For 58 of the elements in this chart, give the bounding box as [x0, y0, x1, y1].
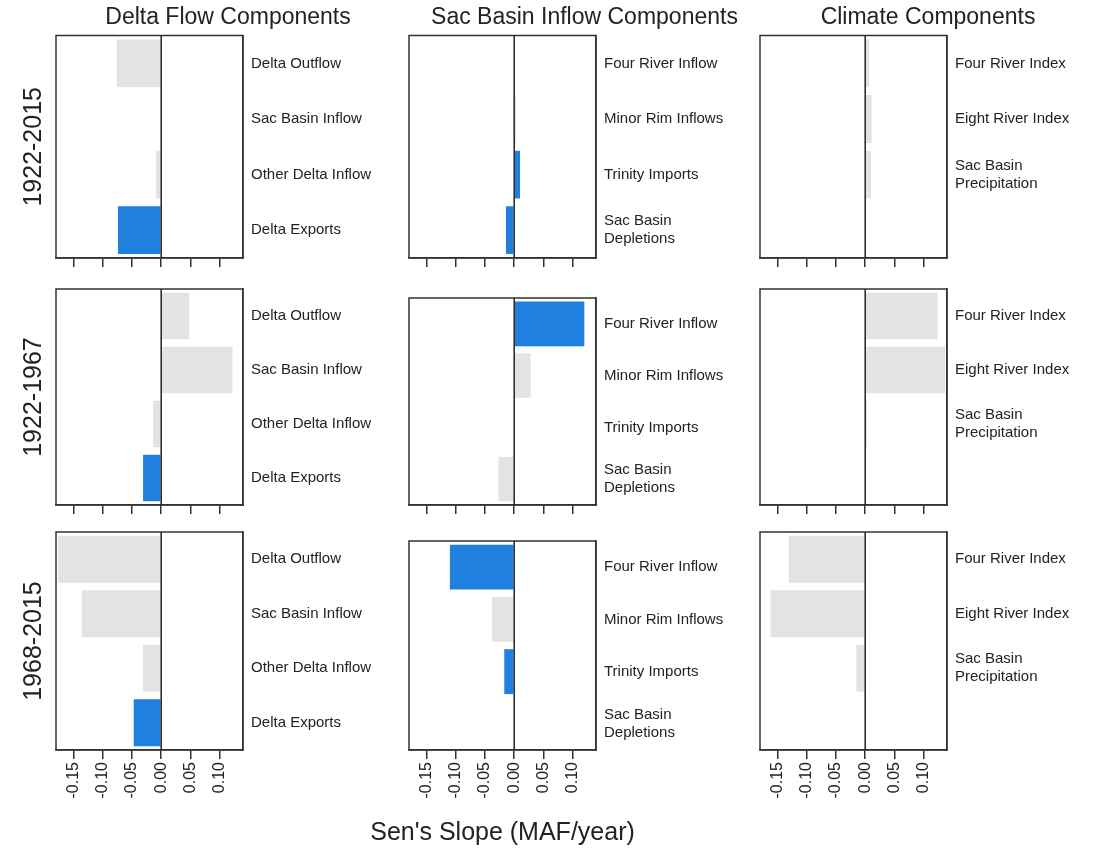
y-tick-label: Minor Rim Inflows	[604, 365, 724, 383]
y-tick-label: Four River Index	[955, 306, 1067, 324]
y-axis-title: 1922-1967	[17, 337, 46, 457]
y-tick-label: Minor Rim Inflows	[604, 109, 724, 127]
y-tick-label: Delta Exports	[251, 712, 342, 730]
x-tick-label: -0.15	[767, 761, 785, 799]
y-tick-label: Sac Basin Depletions	[604, 211, 675, 247]
x-tick-label: -0.10	[446, 761, 464, 799]
x-tick-label: 0.05	[533, 761, 551, 794]
y-tick-label: Other Delta Inflow	[251, 164, 372, 182]
x-tick-label: -0.15	[63, 761, 81, 799]
y-tick-label: Trinity Imports	[604, 417, 699, 435]
y-tick-label: Trinity Imports	[604, 661, 699, 679]
x-tick-label: -0.10	[93, 761, 111, 799]
y-tick-label: Sac Basin Depletions	[604, 460, 675, 496]
y-tick-label: Four River Inflow	[604, 314, 718, 332]
y-tick-label: Minor Rim Inflows	[604, 609, 724, 627]
y-tick-label: Delta Exports	[251, 220, 342, 238]
x-tick-label: 0.10	[210, 761, 228, 794]
y-tick-label: Sac Basin Precipitation	[955, 405, 1038, 441]
x-tick-label: 0.00	[855, 761, 873, 794]
chart-title: Delta Flow Components	[105, 3, 351, 30]
y-tick-label: Four River Inflow	[604, 53, 718, 71]
y-tick-label: Delta Outflow	[251, 53, 342, 71]
x-tick-label: 0.00	[151, 761, 169, 794]
y-tick-label: Sac Basin Precipitation	[955, 155, 1038, 191]
y-tick-label: Sac Basin Inflow	[251, 109, 363, 127]
x-tick-label: -0.05	[475, 761, 493, 799]
y-tick-label: Eight River Index	[955, 603, 1070, 621]
y-tick-label: Four River Index	[955, 549, 1067, 567]
chart-title: Climate Components	[820, 3, 1036, 30]
y-tick-label: Other Delta Inflow	[251, 658, 372, 676]
x-axis-title: Sen's Slope (MAF/year)	[370, 817, 635, 846]
x-tick-label: -0.05	[122, 761, 140, 799]
y-tick-label: Eight River Index	[955, 360, 1070, 378]
x-tick-label: -0.10	[797, 761, 815, 799]
y-axis-title: 1968-2015	[17, 581, 46, 701]
y-tick-label: Sac Basin Inflow	[251, 360, 363, 378]
y-tick-label: Four River Index	[955, 53, 1067, 71]
x-tick-label: 0.10	[563, 761, 581, 794]
y-tick-label: Sac Basin Depletions	[604, 705, 675, 741]
x-tick-label: 0.05	[180, 761, 198, 794]
y-tick-label: Other Delta Inflow	[251, 414, 372, 432]
y-tick-label: Sac Basin Inflow	[251, 603, 363, 621]
y-tick-label: Delta Exports	[251, 468, 342, 486]
y-tick-label: Four River Inflow	[604, 557, 718, 575]
chart-title: Sac Basin Inflow Components	[431, 3, 738, 30]
y-tick-label: Trinity Imports	[604, 164, 699, 182]
x-tick-label: 0.00	[504, 761, 522, 794]
y-tick-label: Eight River Index	[955, 109, 1070, 127]
x-tick-label: -0.05	[826, 761, 844, 799]
x-tick-label: -0.15	[416, 761, 434, 799]
y-tick-label: Delta Outflow	[251, 549, 342, 567]
y-tick-label: Sac Basin Precipitation	[955, 649, 1038, 685]
x-tick-label: 0.05	[884, 761, 902, 794]
y-axis-title: 1922-2015	[17, 87, 46, 207]
y-tick-label: Delta Outflow	[251, 306, 342, 324]
x-tick-label: 0.10	[914, 761, 932, 794]
